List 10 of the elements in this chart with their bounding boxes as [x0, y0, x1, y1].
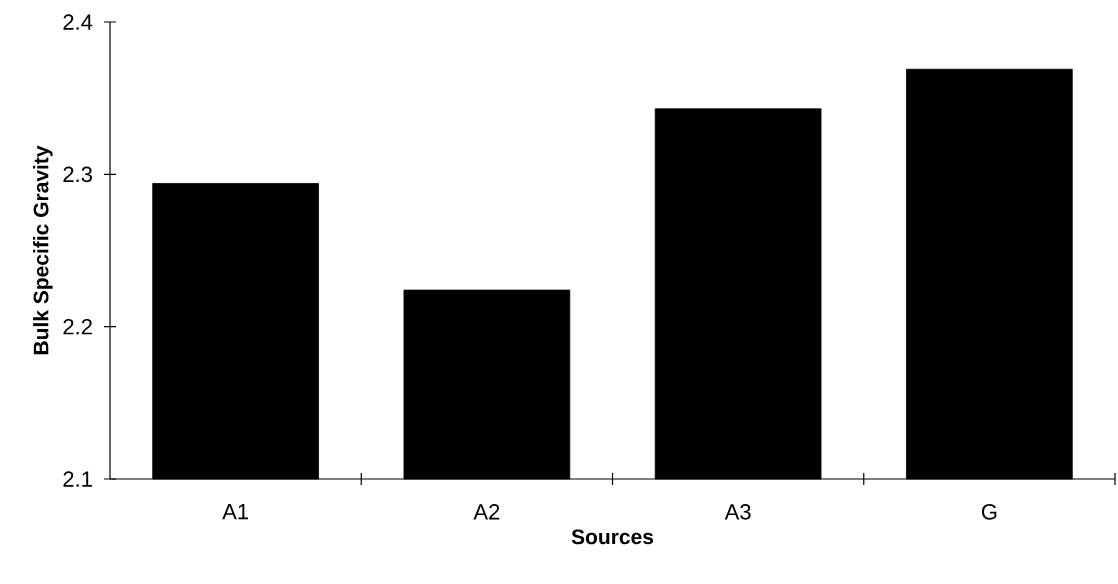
- y-tick-label: 2.4: [63, 14, 93, 30]
- y-tick-label: 2.1: [63, 471, 92, 487]
- x-tick-label: A2: [473, 504, 500, 520]
- y-axis-title: Bulk Specific Gravity: [33, 145, 53, 355]
- x-tick-label: A3: [724, 504, 751, 520]
- x-tick-label: A1: [222, 504, 249, 520]
- x-tick-label: G: [981, 504, 997, 520]
- x-axis-title: Sources: [571, 529, 654, 545]
- y-tick-label: 2.3: [63, 166, 92, 183]
- y-tick-label: 2.2: [63, 319, 92, 335]
